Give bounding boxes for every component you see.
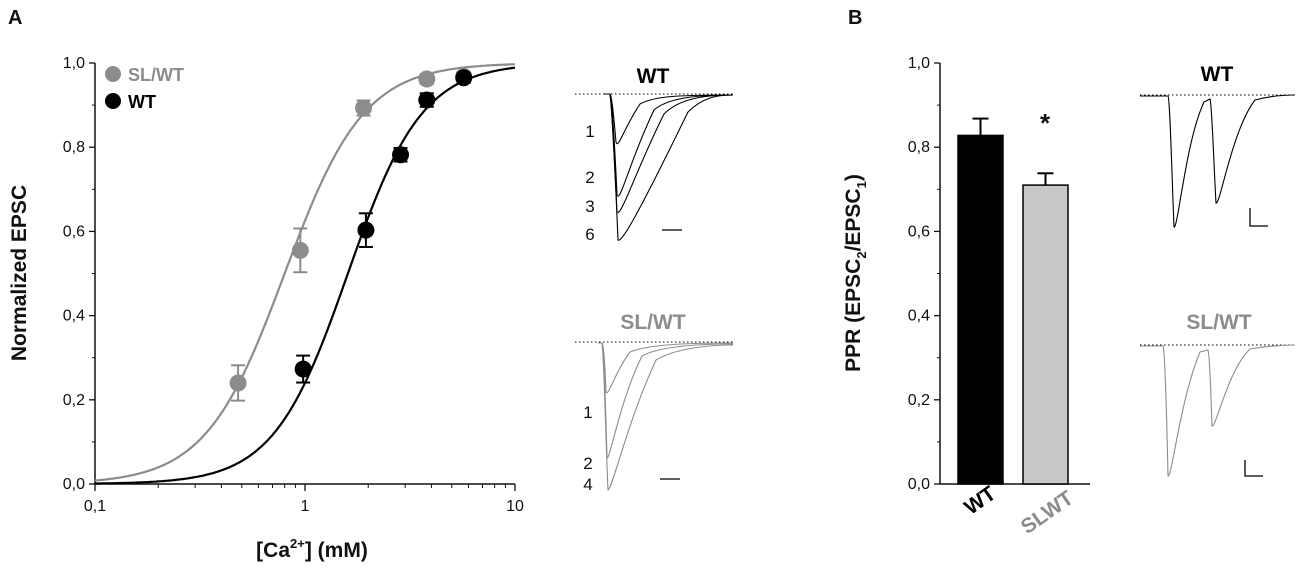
trace-panel-b-slwt: SL/WT bbox=[1140, 311, 1296, 477]
data-point-wt bbox=[455, 69, 473, 87]
dose-y-tick-label: 0,4 bbox=[63, 308, 85, 325]
trace-b-wt bbox=[1140, 94, 1296, 228]
trace-label-wt-3: 3 bbox=[585, 197, 594, 216]
dose-response-chart: 0,0 0,2 0,4 0,6 0,8 1,0 0,1 1 10 Normalized EPS… bbox=[8, 55, 524, 562]
trace-title-b-slwt: SL/WT bbox=[1186, 311, 1251, 334]
trace-title-b-wt: WT bbox=[1201, 63, 1234, 86]
trace-slwt-4 bbox=[598, 342, 734, 491]
trace-panel-b-wt: WT bbox=[1140, 63, 1296, 228]
dose-fit-curves bbox=[94, 63, 516, 485]
dose-x-tick-label: 1 bbox=[301, 498, 310, 515]
dose-x-title-sup: 2+ bbox=[290, 536, 305, 551]
trace-slwt-1 bbox=[598, 342, 734, 394]
dose-y-tick-label: 0,8 bbox=[63, 139, 85, 156]
ppr-y-ticks: 0,0 0,2 0,4 0,6 0,8 1,0 bbox=[908, 55, 940, 493]
bar-label-slwt: SLWT bbox=[1017, 486, 1078, 538]
ppr-y-tick-label: 0,8 bbox=[908, 139, 930, 156]
trace-wt-1 bbox=[604, 93, 734, 145]
dose-y-axis-title: Normalized EPSC bbox=[8, 185, 31, 361]
data-point-slwt bbox=[418, 70, 436, 88]
ppr-bar-wt bbox=[957, 134, 1004, 485]
dose-x-tick-label: 0,1 bbox=[84, 498, 106, 515]
legend-marker-slwt bbox=[105, 66, 121, 82]
bar-label-wt: WT bbox=[960, 482, 1000, 520]
ppr-title-sub2: 2 bbox=[854, 251, 869, 258]
dose-x-title-main: [Ca bbox=[256, 539, 290, 562]
trace-wt-2 bbox=[604, 93, 734, 197]
legend-label-wt: WT bbox=[128, 92, 156, 112]
trace-label-wt-2: 2 bbox=[585, 168, 594, 187]
significance-star: * bbox=[1040, 108, 1051, 138]
dose-y-tick-label: 0,2 bbox=[63, 392, 85, 409]
trace-wt-3 bbox=[604, 93, 734, 213]
ppr-title-sub1: 1 bbox=[854, 181, 869, 188]
trace-panel-a-slwt: SL/WT 1 2 4 bbox=[575, 311, 734, 494]
data-point-wt bbox=[392, 146, 410, 164]
trace-label-slwt-1: 1 bbox=[583, 403, 592, 422]
fit-curve-wt bbox=[95, 66, 516, 485]
trace-label-wt-6: 6 bbox=[585, 225, 594, 244]
ppr-title-prefix: PPR (EPSC bbox=[842, 259, 865, 372]
trace-panel-a-wt: WT 1 2 3 6 bbox=[575, 65, 734, 244]
data-point-wt bbox=[357, 221, 375, 239]
scale-bar-b-slwt bbox=[1244, 460, 1263, 477]
trace-slwt-2 bbox=[598, 342, 734, 459]
trace-wt-6 bbox=[604, 93, 734, 241]
scale-bar-b-wt bbox=[1249, 208, 1268, 227]
dose-y-tick-label: 1,0 bbox=[63, 55, 85, 72]
data-point-wt bbox=[294, 360, 312, 378]
legend-label-slwt: SL/WT bbox=[128, 65, 184, 85]
dose-legend: SL/WT WT bbox=[105, 65, 184, 112]
legend-marker-wt bbox=[105, 93, 121, 109]
ppr-y-tick-label: 1,0 bbox=[908, 55, 930, 72]
trace-label-slwt-2: 2 bbox=[583, 454, 592, 473]
ppr-y-tick-label: 0,0 bbox=[908, 476, 930, 493]
ppr-bar-slwt bbox=[1022, 184, 1069, 485]
dose-x-axis-title: [Ca2+] (mM) bbox=[256, 536, 368, 562]
dose-x-ticks: 0,1 1 10 bbox=[84, 484, 524, 515]
ppr-y-tick-label: 0,2 bbox=[908, 392, 930, 409]
panel-letter-b: B bbox=[848, 7, 862, 29]
ppr-y-tick-label: 0,6 bbox=[908, 223, 930, 240]
ppr-title-suffix: ) bbox=[842, 174, 865, 181]
dose-x-title-tail: ] (mM) bbox=[305, 539, 368, 562]
ppr-bar-chart: 0,00,20,40,60,81,0 PPR (EPSC2/EPSC1) WT … bbox=[842, 55, 1090, 539]
panel-letter-a: A bbox=[8, 7, 22, 29]
fit-curve-slwt bbox=[94, 63, 515, 482]
ppr-bars bbox=[957, 117, 1069, 485]
trace-title-a-wt: WT bbox=[637, 65, 670, 88]
data-point-slwt bbox=[229, 374, 247, 392]
dose-y-tick-label: 0,6 bbox=[63, 223, 85, 240]
trace-label-slwt-4: 4 bbox=[583, 475, 592, 494]
dose-y-ticks: 0,0 0,2 0,4 0,6 0,8 1,0 bbox=[63, 55, 95, 493]
dose-data-points bbox=[229, 67, 473, 402]
ppr-y-tick-label: 0,4 bbox=[908, 308, 930, 325]
trace-b-slwt bbox=[1140, 344, 1296, 477]
trace-label-wt-1: 1 bbox=[585, 122, 594, 141]
dose-x-tick-label: 10 bbox=[506, 498, 524, 515]
ppr-y-axis-title: PPR (EPSC2/EPSC1) bbox=[842, 174, 869, 372]
ppr-title-mid: /EPSC bbox=[842, 188, 865, 251]
data-point-slwt bbox=[291, 241, 309, 259]
data-point-slwt bbox=[355, 99, 373, 117]
data-point-wt bbox=[418, 91, 436, 109]
trace-title-a-slwt: SL/WT bbox=[620, 311, 685, 334]
dose-y-tick-label: 0,0 bbox=[63, 476, 85, 493]
